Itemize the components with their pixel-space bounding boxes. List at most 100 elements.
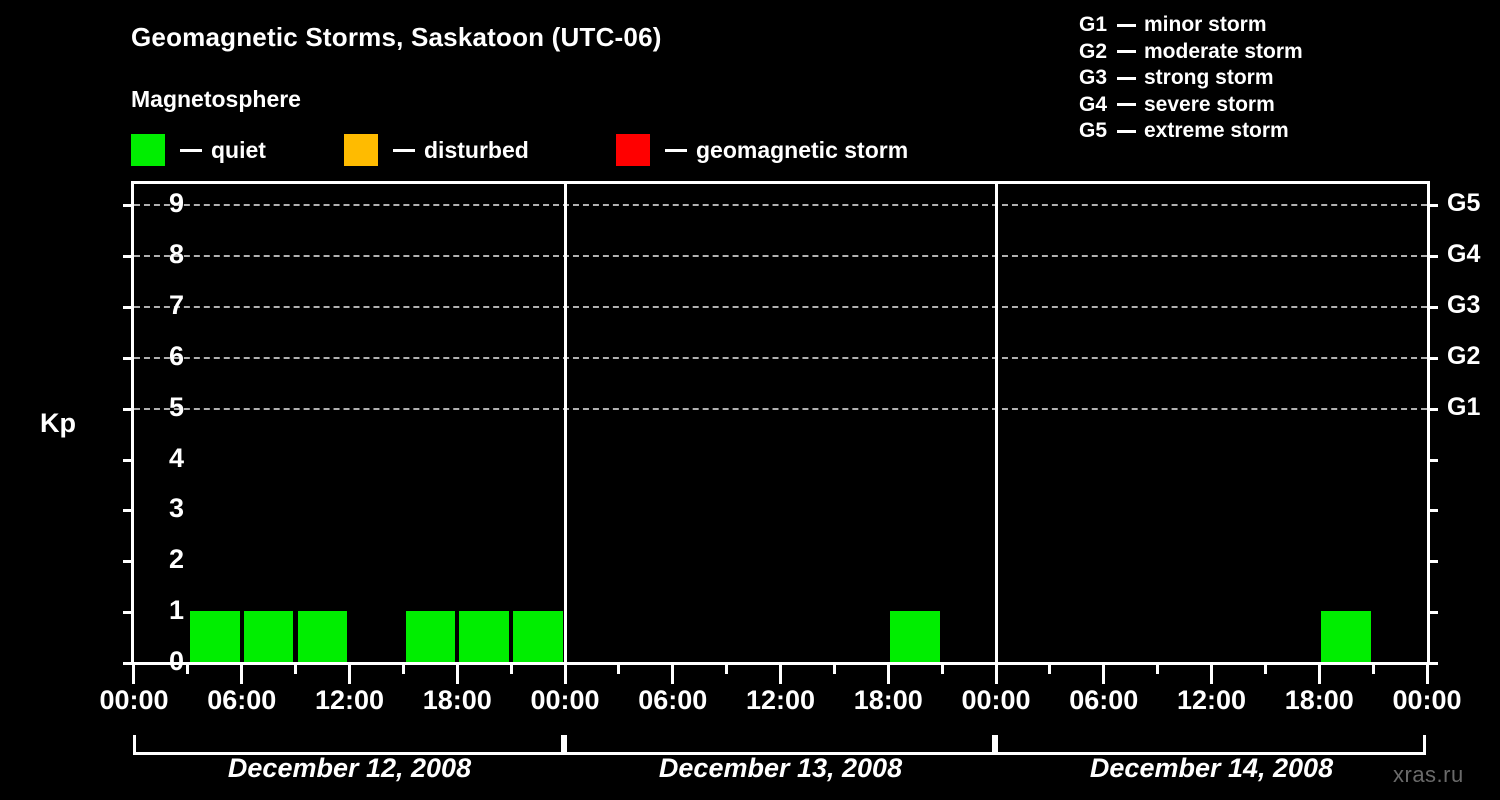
g-scale-row-g2: G2 moderate storm xyxy=(1079,39,1303,66)
right-axis-label-g3: G3 xyxy=(1447,291,1481,320)
x-tick-label-9: 06:00 xyxy=(1069,685,1139,715)
x-tick-19 xyxy=(1156,662,1160,674)
y-tick-5 xyxy=(123,407,134,411)
bar-6 xyxy=(459,611,509,662)
g-scale-row-g5: G5 extreme storm xyxy=(1079,118,1303,145)
x-tick-2 xyxy=(240,662,244,684)
y-tick-right-0 xyxy=(1427,662,1438,665)
date-bracket-2 xyxy=(994,735,1426,755)
x-tick-label-5: 06:00 xyxy=(638,685,708,715)
g-scale-desc: strong storm xyxy=(1144,66,1274,90)
x-tick-21 xyxy=(1263,662,1267,674)
g-scale-code: G2 xyxy=(1079,39,1108,63)
x-tick-18 xyxy=(1102,662,1106,684)
x-tick-label-10: 12:00 xyxy=(1176,685,1247,715)
gridline-kp-9 xyxy=(134,204,1427,207)
x-tick-11 xyxy=(725,662,729,674)
y-tick-4 xyxy=(123,458,134,462)
x-tick-label-12: 00:00 xyxy=(1392,685,1462,715)
y-tick-label-9: 9 xyxy=(168,188,184,219)
x-tick-8 xyxy=(563,662,567,684)
y-tick-label-6: 6 xyxy=(168,340,184,371)
right-axis-label-g5: G5 xyxy=(1447,189,1481,218)
x-tick-22 xyxy=(1317,662,1321,684)
g-scale-row-g3: G3 strong storm xyxy=(1079,65,1303,92)
g-scale-code: G3 xyxy=(1079,66,1108,90)
g-scale-dash-icon xyxy=(1117,103,1136,107)
gridline-kp-8 xyxy=(134,255,1427,258)
g-scale-code: G5 xyxy=(1079,119,1108,143)
legend-dash-icon xyxy=(665,148,687,152)
bar-7 xyxy=(513,611,563,662)
legend-swatch-disturbed-icon xyxy=(344,134,378,166)
g-scale-desc: extreme storm xyxy=(1144,119,1289,143)
y-tick-label-7: 7 xyxy=(168,290,184,321)
x-tick-label-7: 18:00 xyxy=(853,685,923,715)
date-bracket-0 xyxy=(132,735,564,755)
date-label-1: December 13, 2008 xyxy=(658,753,903,783)
y-tick-label-0: 0 xyxy=(168,646,184,676)
right-axis-label-g2: G2 xyxy=(1447,341,1481,370)
y-tick-right-4 xyxy=(1427,458,1438,462)
g-scale-row-g1: G1 minor storm xyxy=(1079,12,1303,39)
bar-14 xyxy=(890,611,940,662)
x-tick-14 xyxy=(886,662,890,684)
legend-label-storm: geomagnetic storm xyxy=(696,136,909,163)
y-tick-right-3 xyxy=(1427,509,1438,513)
y-tick-label-4: 4 xyxy=(168,442,184,473)
y-tick-right-7 xyxy=(1427,306,1438,310)
g-scale-row-g4: G4 severe storm xyxy=(1079,92,1303,119)
legend-label-disturbed: disturbed xyxy=(424,136,529,163)
x-tick-16 xyxy=(994,662,998,684)
y-tick-right-1 xyxy=(1427,611,1438,615)
g-scale-legend: G1 minor storm G2 moderate storm G3 strong st… xyxy=(1079,12,1303,145)
page-title: Geomagnetic Storms, Saskatoon (UTC-06) xyxy=(131,22,662,52)
legend-label-quiet: quiet xyxy=(211,136,266,163)
legend-dash-icon xyxy=(393,148,415,152)
x-tick-15 xyxy=(940,662,944,674)
legend-entry-quiet: quiet xyxy=(131,134,266,166)
x-tick-label-0: 00:00 xyxy=(99,685,169,715)
y-tick-3 xyxy=(123,509,134,513)
y-tick-6 xyxy=(123,356,134,360)
date-label-0: December 12, 2008 xyxy=(227,753,472,783)
x-tick-label-4: 00:00 xyxy=(530,685,600,715)
g-scale-code: G4 xyxy=(1079,92,1108,116)
date-bracket-1 xyxy=(563,735,995,755)
y-tick-1 xyxy=(123,611,134,615)
y-tick-7 xyxy=(123,306,134,310)
bar-3 xyxy=(297,611,348,662)
g-scale-dash-icon xyxy=(1117,129,1136,133)
x-tick-6 xyxy=(455,662,459,684)
y-tick-9 xyxy=(123,204,134,208)
x-tick-7 xyxy=(509,662,513,674)
legend-entry-storm: geomagnetic storm xyxy=(616,134,908,166)
y-tick-label-8: 8 xyxy=(168,239,184,270)
x-tick-label-3: 18:00 xyxy=(422,685,492,715)
x-tick-3 xyxy=(294,662,298,674)
x-tick-13 xyxy=(832,662,836,674)
y-tick-right-6 xyxy=(1427,356,1438,360)
x-tick-1 xyxy=(186,662,190,674)
y-tick-8 xyxy=(123,255,134,259)
plot-inner xyxy=(123,184,1438,665)
legend-swatch-storm-icon xyxy=(616,134,650,166)
x-tick-5 xyxy=(401,662,405,674)
day-separator-1 xyxy=(563,184,567,662)
g-scale-dash-icon xyxy=(1117,50,1136,54)
x-tick-20 xyxy=(1210,662,1213,684)
g-scale-code: G1 xyxy=(1079,13,1108,37)
legend-entry-disturbed: disturbed xyxy=(344,134,529,166)
y-tick-label-3: 3 xyxy=(168,493,184,524)
bar-22 xyxy=(1321,611,1371,662)
y-tick-right-2 xyxy=(1427,560,1438,564)
x-tick-24 xyxy=(1426,662,1429,684)
date-label-2: December 14, 2008 xyxy=(1089,753,1334,783)
x-tick-23 xyxy=(1371,662,1375,674)
plot-area xyxy=(123,181,1438,665)
gridline-kp-5 xyxy=(134,407,1427,410)
x-tick-9 xyxy=(617,662,621,674)
y-tick-2 xyxy=(123,560,134,564)
y-tick-label-2: 2 xyxy=(168,544,184,575)
legend-dash-icon xyxy=(180,148,202,152)
